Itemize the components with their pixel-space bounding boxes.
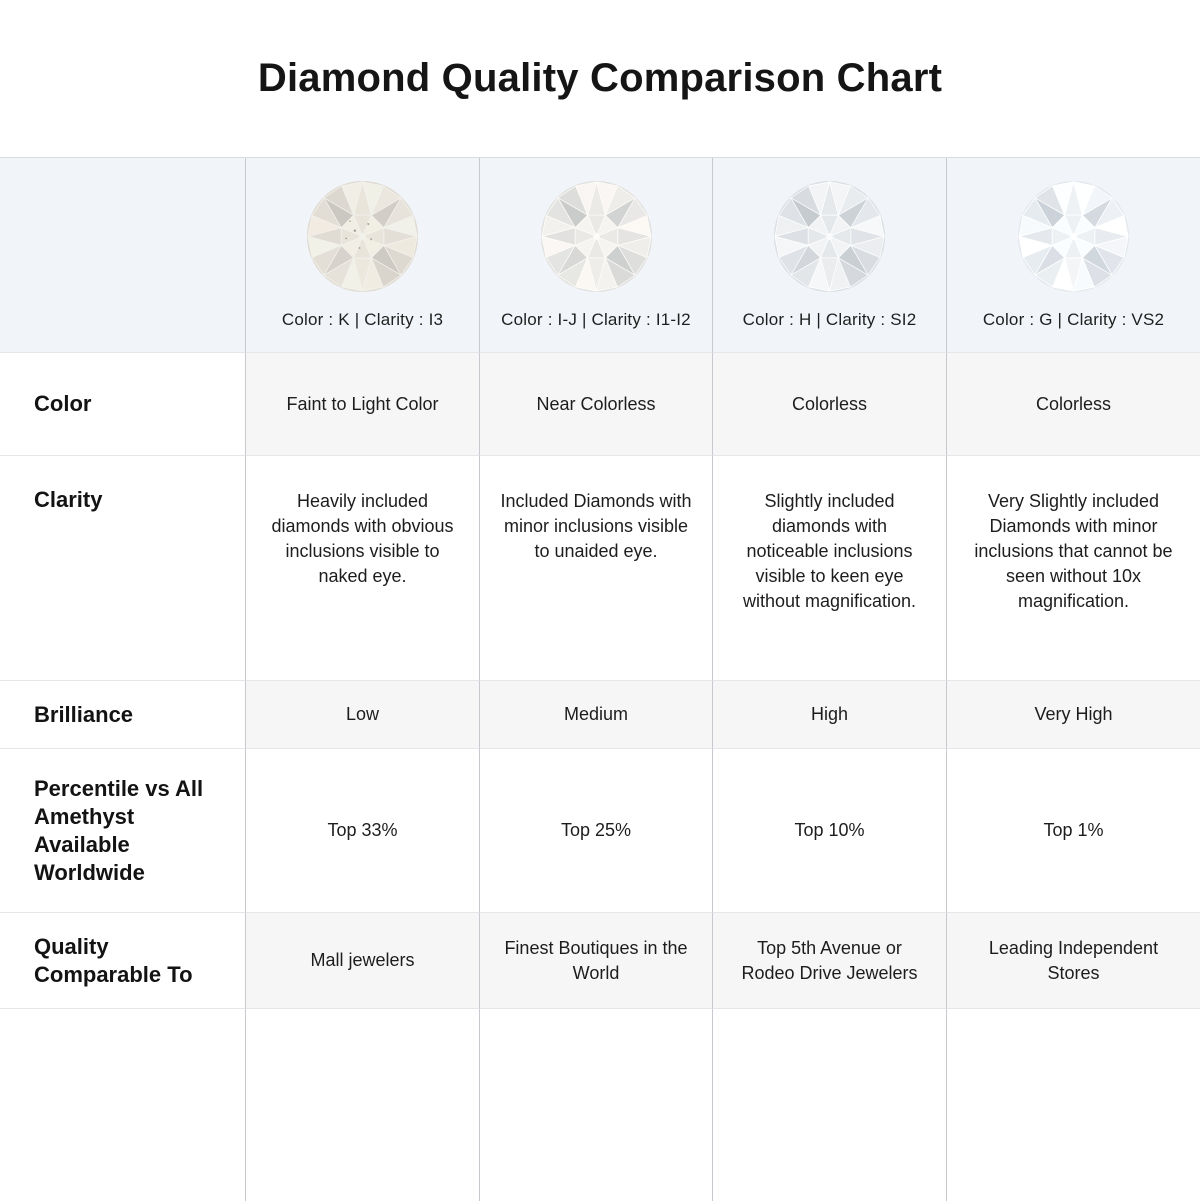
- row-label-clarity: Clarity: [0, 456, 246, 681]
- empty-cell: [0, 1009, 246, 1201]
- diamond-image-k-i3: [306, 180, 419, 293]
- brilliance-cell-col4: Very High: [947, 681, 1200, 749]
- diamond-caption: Color : I-J | Clarity : I1-I2: [501, 310, 691, 329]
- header-cell-col2: Color : I-J | Clarity : I1-I2: [480, 158, 713, 353]
- comparison-table: Color : K | Clarity : I3 Color : I-J | C…: [0, 157, 1200, 1201]
- clarity-cell-col3: Slightly included diamonds with noticeab…: [713, 456, 947, 681]
- color-cell-col4: Colorless: [947, 353, 1200, 456]
- diamond-image-g-vs2: [1017, 180, 1130, 293]
- row-label-color: Color: [0, 353, 246, 456]
- diamond-image-h-si2: [773, 180, 886, 293]
- diamond-caption: Color : H | Clarity : SI2: [742, 310, 917, 329]
- color-cell-col3: Colorless: [713, 353, 947, 456]
- empty-cell: [480, 1009, 713, 1201]
- header-cell-blank: [0, 158, 246, 353]
- brilliance-cell-col1: Low: [246, 681, 480, 749]
- clarity-cell-col2: Included Diamonds with minor inclusions …: [480, 456, 713, 681]
- empty-cell: [246, 1009, 480, 1201]
- row-label-brilliance: Brilliance: [0, 681, 246, 749]
- header-cell-col4: Color : G | Clarity : VS2: [947, 158, 1200, 353]
- percentile-cell-col4: Top 1%: [947, 749, 1200, 913]
- percentile-cell-col1: Top 33%: [246, 749, 480, 913]
- diamond-caption: Color : K | Clarity : I3: [281, 310, 444, 329]
- diamond-caption: Color : G | Clarity : VS2: [982, 310, 1165, 329]
- header-cell-col1: Color : K | Clarity : I3: [246, 158, 480, 353]
- quality-cell-col2: Finest Boutiques in the World: [480, 913, 713, 1009]
- header-cell-col3: Color : H | Clarity : SI2: [713, 158, 947, 353]
- color-cell-col1: Faint to Light Color: [246, 353, 480, 456]
- percentile-cell-col2: Top 25%: [480, 749, 713, 913]
- page-title: Diamond Quality Comparison Chart: [257, 56, 943, 100]
- empty-cell: [947, 1009, 1200, 1201]
- row-label-percentile: Percentile vs All Amethyst Available Wor…: [0, 749, 246, 913]
- row-label-quality-comparable: Quality Comparable To: [0, 913, 246, 1009]
- quality-cell-col3: Top 5th Avenue or Rodeo Drive Jewelers: [713, 913, 947, 1009]
- empty-cell: [713, 1009, 947, 1201]
- clarity-cell-col4: Very Slightly included Diamonds with min…: [947, 456, 1200, 681]
- diamond-image-ij-i1i2: [540, 180, 652, 293]
- brilliance-cell-col3: High: [713, 681, 947, 749]
- title-bar: Diamond Quality Comparison Chart: [0, 0, 1200, 157]
- color-cell-col2: Near Colorless: [480, 353, 713, 456]
- quality-cell-col1: Mall jewelers: [246, 913, 480, 1009]
- brilliance-cell-col2: Medium: [480, 681, 713, 749]
- clarity-cell-col1: Heavily included diamonds with obvious i…: [246, 456, 480, 681]
- percentile-cell-col3: Top 10%: [713, 749, 947, 913]
- quality-cell-col4: Leading Independent Stores: [947, 913, 1200, 1009]
